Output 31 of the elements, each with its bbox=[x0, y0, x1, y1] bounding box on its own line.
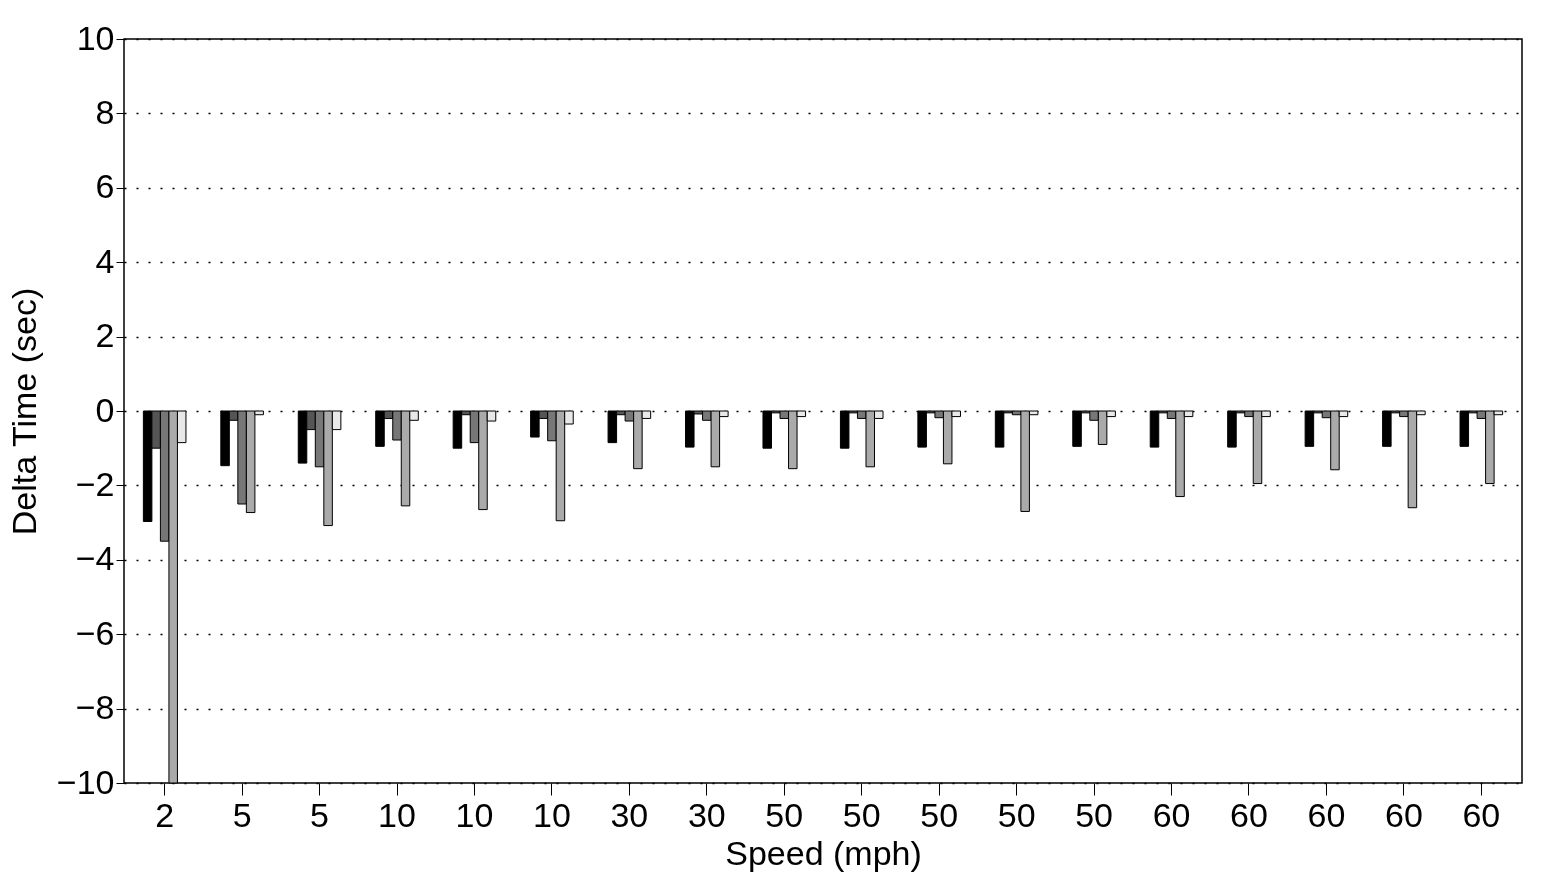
x-tick-label: 30 bbox=[687, 795, 726, 834]
y-tick-label: 10 bbox=[76, 18, 115, 57]
x-tick-label: 5 bbox=[310, 795, 330, 834]
y-tick-label: −10 bbox=[56, 762, 115, 801]
x-tick-label: 10 bbox=[455, 795, 494, 834]
x-tick-label: 30 bbox=[610, 795, 649, 834]
y-tick-label: 0 bbox=[95, 390, 115, 429]
x-tick-label: 60 bbox=[1384, 795, 1423, 834]
x-tick-label: 60 bbox=[1462, 795, 1501, 834]
x-tick-label: 5 bbox=[232, 795, 252, 834]
y-tick-label: −2 bbox=[75, 464, 115, 503]
x-tick-label: 50 bbox=[997, 795, 1036, 834]
x-tick-label: 60 bbox=[1152, 795, 1191, 834]
y-tick-label: 8 bbox=[95, 92, 115, 131]
x-tick-label: 60 bbox=[1230, 795, 1268, 834]
x-tick-label: 10 bbox=[378, 795, 416, 834]
y-tick-label: 2 bbox=[95, 316, 115, 355]
y-tick-label: −4 bbox=[75, 539, 115, 578]
x-tick-label: 10 bbox=[533, 795, 571, 834]
y-tick-label: 4 bbox=[95, 241, 115, 280]
x-tick-label: 60 bbox=[1307, 795, 1346, 834]
x-tick-label: 2 bbox=[155, 795, 175, 834]
x-tick-label: 50 bbox=[765, 795, 804, 834]
y-axis-title: Delta Time (sec) bbox=[4, 287, 43, 536]
x-tick-label: 50 bbox=[920, 795, 959, 834]
x-axis-title: Speed (mph) bbox=[725, 833, 922, 872]
y-tick-label: −8 bbox=[75, 688, 115, 727]
x-tick-label: 50 bbox=[842, 795, 881, 834]
y-tick-label: −6 bbox=[75, 613, 115, 652]
y-tick-label: 6 bbox=[95, 167, 115, 206]
x-tick-label: 50 bbox=[1075, 795, 1113, 834]
